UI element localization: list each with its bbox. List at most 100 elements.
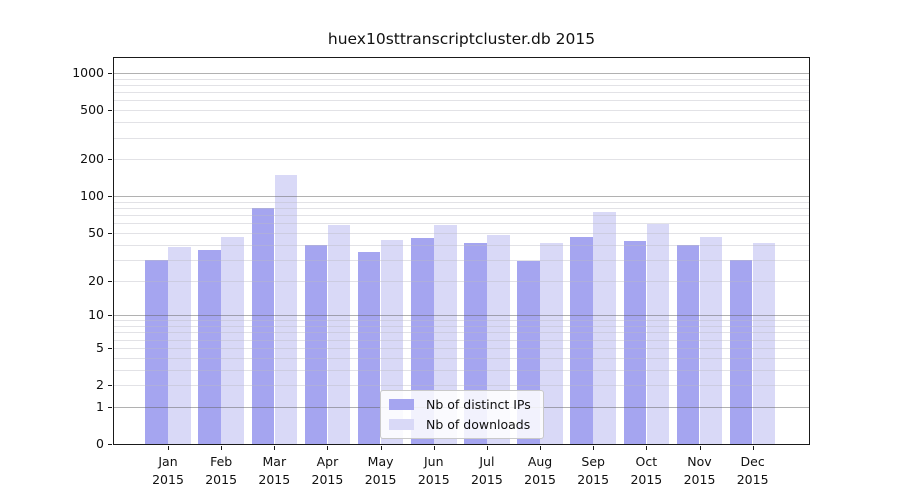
- x-tick-label: Dec 2015: [736, 454, 769, 487]
- x-tick-mark: [221, 446, 223, 450]
- y-tick-mark: [108, 444, 112, 445]
- x-tick-mark: [752, 446, 754, 450]
- bar-distinct-ips: [357, 251, 381, 444]
- gridline-major: [114, 72, 809, 74]
- y-tick-label: 200: [80, 151, 104, 167]
- legend-swatch-downloads: [389, 419, 414, 430]
- gridline-minor: [114, 244, 809, 246]
- gridline-major: [114, 315, 809, 317]
- x-tick-label: Jun 2015: [417, 454, 450, 487]
- y-tick-mark: [108, 280, 112, 282]
- x-tick-mark: [168, 446, 169, 450]
- gridline-minor: [114, 137, 809, 139]
- x-tick-label: Apr 2015: [311, 454, 344, 487]
- gridline-minor: [114, 84, 809, 86]
- gridline-minor: [114, 122, 809, 124]
- bar-distinct-ips: [570, 237, 593, 444]
- gridline-minor: [114, 208, 809, 210]
- x-tick-mark: [327, 446, 329, 450]
- x-tick-mark: [699, 446, 701, 450]
- y-tick-label: 500: [80, 102, 104, 118]
- y-tick-mark: [108, 110, 112, 112]
- gridline-minor: [114, 110, 809, 112]
- x-tick-label: Sep 2015: [577, 454, 610, 487]
- x-tick-label: May 2015: [364, 454, 397, 487]
- gridline-minor: [114, 201, 809, 203]
- x-tick-mark: [593, 446, 595, 450]
- x-tick-mark: [486, 446, 488, 450]
- bar-downloads: [646, 224, 670, 444]
- y-tick-label: 2: [96, 377, 104, 392]
- legend-label-downloads: Nb of downloads: [426, 417, 531, 432]
- y-tick-label: 0: [96, 436, 104, 451]
- y-tick-mark: [108, 315, 112, 317]
- legend-item-downloads: Nb of downloads: [389, 417, 534, 432]
- bar-downloads: [540, 243, 563, 444]
- gridline-minor: [114, 100, 809, 102]
- bar-distinct-ips: [623, 240, 647, 444]
- gridline-minor: [114, 320, 809, 322]
- legend: Nb of distinct IPs Nb of downloads: [380, 390, 544, 439]
- bar-downloads: [752, 243, 776, 444]
- gridline-minor: [114, 280, 809, 282]
- bar-downloads: [221, 237, 244, 444]
- x-tick-mark: [540, 446, 542, 450]
- gridline-minor: [114, 92, 809, 94]
- gridline-minor: [114, 215, 809, 217]
- gridline-minor: [114, 369, 809, 371]
- y-tick-label: 50: [88, 224, 104, 240]
- gridline-minor: [114, 326, 809, 327]
- x-tick-mark: [433, 446, 435, 450]
- gridline-major: [114, 196, 809, 198]
- x-tick-label: Aug 2015: [524, 454, 556, 487]
- x-tick-label: Mar 2015: [258, 454, 291, 487]
- bar-distinct-ips: [304, 244, 328, 444]
- y-tick-label: 5: [96, 339, 104, 355]
- gridline-minor: [114, 159, 809, 161]
- legend-label-distinct-ips: Nb of distinct IPs: [426, 397, 531, 412]
- gridline-minor: [114, 339, 809, 341]
- gridline-minor: [114, 357, 809, 359]
- bar-downloads: [274, 174, 298, 444]
- bar-distinct-ips: [676, 244, 700, 444]
- y-tick-mark: [108, 232, 112, 234]
- chart-title: huex10sttranscriptcluster.db 2015: [327, 30, 596, 48]
- bar-distinct-ips: [251, 208, 275, 444]
- y-tick-label: 20: [88, 272, 104, 288]
- y-tick-label: 10: [88, 307, 104, 323]
- y-tick-mark: [108, 159, 112, 161]
- x-tick-mark: [380, 446, 382, 450]
- gridline-minor: [114, 259, 809, 261]
- x-tick-mark: [646, 446, 648, 450]
- y-tick-mark: [108, 196, 112, 198]
- y-tick-label: 100: [80, 188, 104, 204]
- bar-distinct-ips: [198, 250, 221, 444]
- bar-distinct-ips: [145, 259, 168, 444]
- bar-downloads: [593, 212, 616, 444]
- x-tick-mark: [274, 446, 276, 450]
- bar-distinct-ips: [729, 259, 753, 444]
- bar-downloads: [327, 225, 351, 444]
- y-tick-mark: [108, 72, 112, 74]
- y-tick-mark: [108, 406, 112, 408]
- y-tick-mark: [108, 385, 112, 386]
- bar-downloads: [699, 237, 723, 444]
- y-tick-label: 1000: [72, 64, 104, 80]
- gridline-minor: [114, 232, 809, 234]
- y-tick-mark: [108, 347, 112, 349]
- plot-area: Nb of distinct IPs Nb of downloads 0 1 2 5 1…: [72, 57, 810, 487]
- gridline-minor: [114, 332, 809, 334]
- x-tick-label: Jan 2015: [152, 454, 184, 487]
- x-tick-label: Feb 2015: [205, 454, 238, 487]
- gridline-minor: [114, 347, 809, 349]
- gridline-minor: [114, 385, 809, 386]
- x-tick-label: Nov 2015: [683, 454, 716, 487]
- gridline-minor: [114, 223, 809, 225]
- gridline-minor: [114, 78, 809, 80]
- bar-downloads: [434, 225, 457, 444]
- x-tick-label: Oct 2015: [630, 454, 663, 487]
- y-tick-label: 1: [96, 398, 104, 414]
- bar-downloads: [168, 247, 191, 444]
- legend-item-distinct-ips: Nb of distinct IPs: [389, 397, 534, 412]
